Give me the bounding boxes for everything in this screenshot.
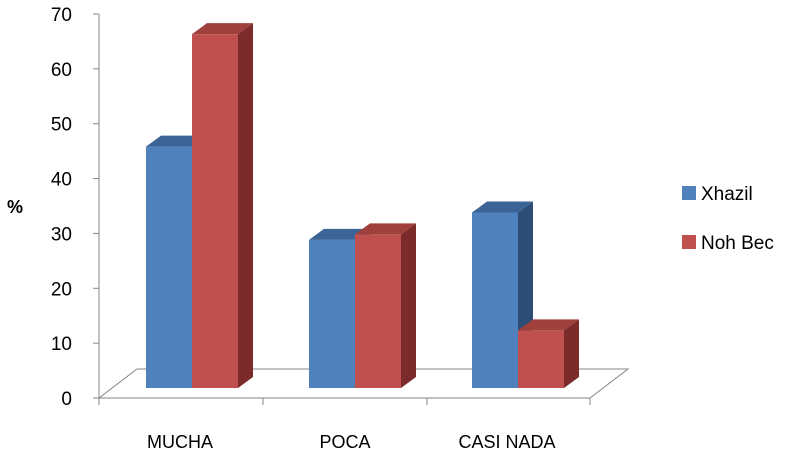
bar-top (192, 23, 253, 35)
y-tick-label: 10 (51, 334, 72, 355)
x-tick-label: CASI NADA (458, 432, 555, 452)
bar (518, 319, 579, 388)
chart-axes (93, 13, 591, 405)
x-tick-label: MUCHA (147, 432, 213, 452)
bar-top (309, 228, 370, 240)
bar (192, 23, 253, 389)
legend-label: Xhazil (701, 184, 753, 205)
legend-label: Noh Bec (701, 233, 774, 254)
floor-outline (97, 368, 630, 399)
legend-item: Noh Bec (682, 233, 774, 254)
y-axis-label: % (7, 197, 23, 217)
bar-side (564, 319, 579, 388)
x-tick-label: POCA (319, 432, 370, 452)
bar-front (192, 34, 238, 389)
chart-floor (97, 368, 630, 399)
bar-side (238, 23, 253, 389)
bar-top (355, 223, 416, 235)
bar-front (146, 146, 192, 388)
legend-swatch (682, 235, 696, 249)
chart-labels: 0 10 20 30 40 50 60 70 MUCHA POCA CASI NADA (51, 5, 556, 452)
y-tick-label: 60 (51, 60, 72, 81)
legend-swatch (682, 186, 696, 200)
bar (472, 201, 533, 388)
bar (355, 223, 416, 388)
y-tick-label: 70 (51, 5, 72, 26)
bar-top (472, 201, 533, 213)
y-tick-label: 40 (51, 170, 72, 191)
bar-top (146, 135, 207, 147)
bar-front (355, 234, 401, 388)
y-tick-label: 30 (51, 224, 72, 245)
chart-bars (146, 23, 579, 389)
bar-front (309, 239, 355, 388)
legend: Xhazil Noh Bec (682, 184, 774, 254)
bar-top (518, 319, 579, 331)
bar-front (518, 330, 564, 388)
y-tick-label: 50 (51, 115, 72, 136)
y-tick-label: 0 (61, 389, 72, 410)
bar-front (472, 212, 518, 388)
y-tick-label: 20 (51, 279, 72, 300)
bar-side (401, 223, 416, 388)
legend-item: Xhazil (682, 184, 753, 205)
